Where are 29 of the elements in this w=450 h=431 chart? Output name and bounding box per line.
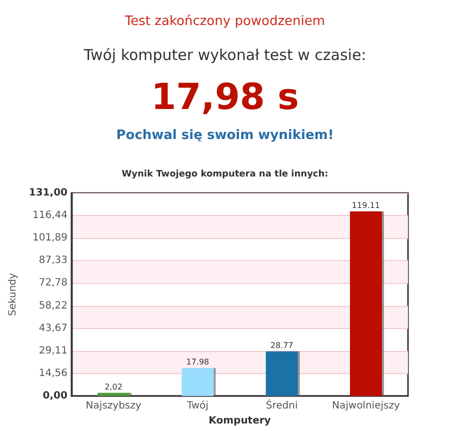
x-tick-label: Twój (186, 400, 208, 412)
y-tick-label: 0,00 (42, 390, 68, 402)
data-label: 28.77 (270, 340, 294, 350)
bar (182, 368, 214, 396)
chart-title: Wynik Twojego komputera na tle innych: (122, 170, 328, 180)
y-tick-label: 14,56 (38, 368, 68, 379)
text: 17,98 s (150, 76, 300, 119)
bar (266, 351, 298, 396)
x-tick-label: Średni (266, 398, 298, 412)
x-axis-title: Komputery (208, 416, 272, 426)
y-tick-label: 101,89 (32, 232, 68, 244)
y-tick-label: 87,33 (38, 255, 68, 266)
data-label: 2,02 (104, 382, 122, 392)
y-axis-title: Sekundy (8, 272, 18, 316)
data-label: 17.98 (186, 358, 210, 367)
y-tick-label: 131,00 (28, 188, 68, 198)
y-tick-label: 29,11 (38, 345, 68, 356)
y-tick-label: 58,22 (38, 300, 68, 312)
text: Test zakończony powodzeniem (124, 14, 326, 30)
bar (350, 211, 382, 396)
y-tick-label: 43,67 (38, 322, 68, 334)
bar (98, 392, 130, 396)
x-tick-label: Najszybszy (86, 400, 142, 412)
y-tick-label: 72,78 (38, 278, 68, 289)
text: Twój komputer wykonał test w czasie: (82, 46, 368, 64)
data-label: 119.11 (352, 200, 380, 210)
x-tick-label: Najwolniejszy (332, 400, 400, 412)
text: Pochwal się swoim wynikiem! (115, 128, 335, 144)
y-tick-label: 116,44 (32, 210, 68, 222)
